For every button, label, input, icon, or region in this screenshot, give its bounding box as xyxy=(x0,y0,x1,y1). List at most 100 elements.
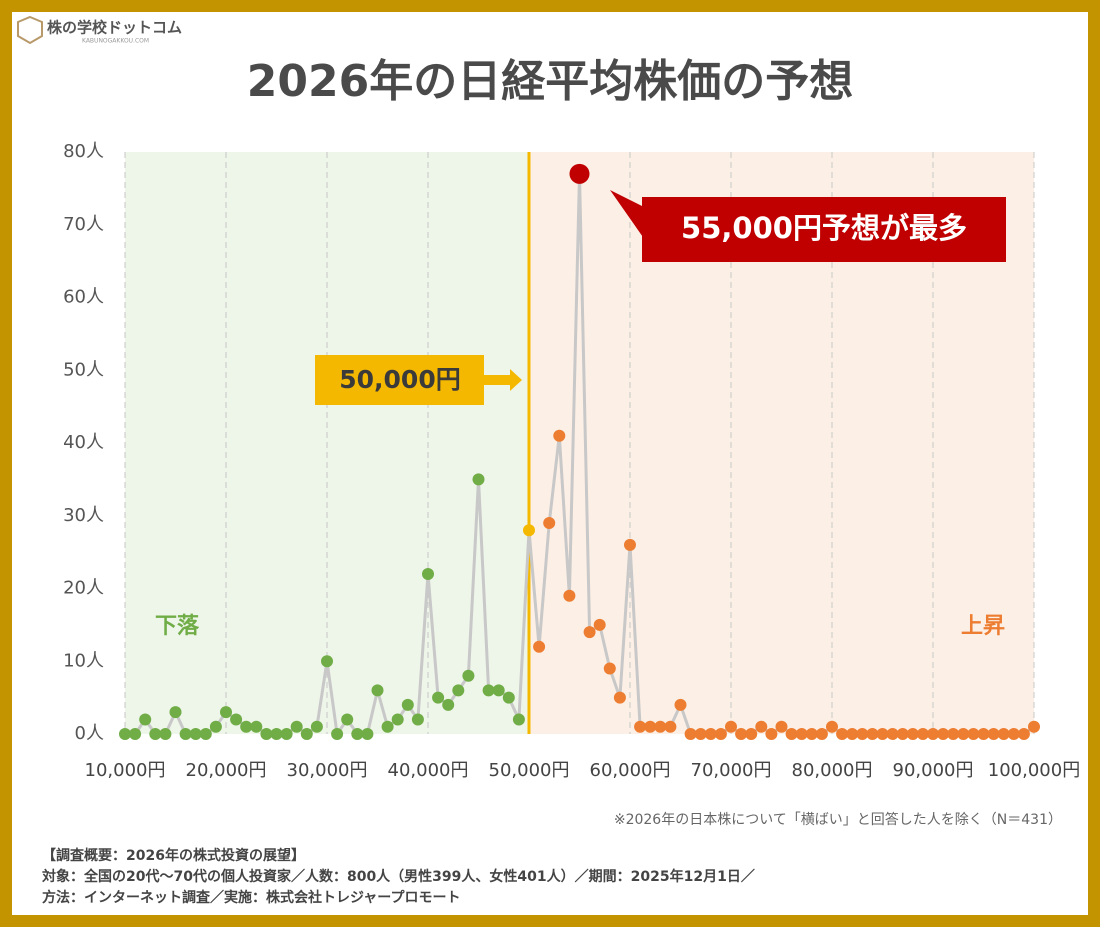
data-point xyxy=(987,728,1000,740)
data-point xyxy=(240,720,253,733)
data-point xyxy=(280,728,293,740)
callout-label: 55,000円予想が最多 xyxy=(681,211,967,245)
region-label: 上昇 xyxy=(961,614,1005,639)
data-point xyxy=(927,728,939,740)
data-point xyxy=(755,720,768,733)
data-point xyxy=(593,618,606,631)
y-tick-label: 40人 xyxy=(63,432,104,453)
y-tick-label: 0人 xyxy=(75,723,104,744)
data-point xyxy=(230,713,243,726)
data-point xyxy=(119,728,131,740)
x-tick-label: 70,000円 xyxy=(691,760,772,781)
data-point xyxy=(361,728,374,740)
data-point xyxy=(331,728,344,740)
data-point xyxy=(381,720,394,733)
data-point xyxy=(937,728,950,740)
data-point xyxy=(634,720,647,733)
callout-box xyxy=(642,197,1006,262)
data-point xyxy=(129,728,142,740)
y-tick-label: 20人 xyxy=(63,578,104,599)
data-point xyxy=(553,429,566,442)
x-tick-label: 50,000円 xyxy=(489,760,570,781)
data-point xyxy=(775,720,788,733)
data-point xyxy=(664,720,677,733)
data-point xyxy=(886,728,899,740)
data-point xyxy=(139,713,152,726)
data-point xyxy=(644,720,657,733)
data-point xyxy=(149,728,162,740)
data-point xyxy=(977,728,990,740)
reference-label: 50,000円 xyxy=(339,365,460,394)
logo-name: 株の学校ドットコム xyxy=(47,19,182,37)
data-point xyxy=(785,728,798,740)
logo-icon xyxy=(17,15,43,45)
data-point xyxy=(624,538,636,551)
data-point xyxy=(371,684,384,697)
data-point xyxy=(896,728,909,740)
survey-line: 方法：インターネット調査／実施：株式会社トレジャープロモート xyxy=(42,889,460,906)
data-point xyxy=(563,589,576,602)
data-point xyxy=(795,728,808,740)
data-point xyxy=(1017,728,1030,740)
data-point xyxy=(472,473,485,486)
x-tick-label: 90,000円 xyxy=(893,760,974,781)
data-point xyxy=(543,517,556,530)
data-point xyxy=(725,720,737,733)
data-point xyxy=(209,720,222,733)
chart-title: 2026年の日経平均株価の予想 xyxy=(247,56,853,107)
y-tick-label: 60人 xyxy=(63,287,104,308)
data-point xyxy=(199,728,212,740)
data-point xyxy=(169,706,182,719)
data-point xyxy=(250,720,263,733)
data-point xyxy=(684,728,697,740)
data-point xyxy=(694,728,707,740)
data-point xyxy=(603,662,616,675)
data-point xyxy=(1028,720,1040,733)
data-point xyxy=(432,691,445,704)
data-point xyxy=(916,728,929,740)
logo-url: KABUNOGAKKOU.COM xyxy=(82,38,149,45)
data-point xyxy=(442,698,455,711)
survey-line: 【調査概要：2026年の株式投資の展望】 xyxy=(42,847,305,864)
data-point xyxy=(569,163,590,184)
data-point xyxy=(452,684,465,697)
data-point xyxy=(512,713,525,726)
data-point xyxy=(300,728,313,740)
data-point xyxy=(846,728,859,740)
y-tick-label: 30人 xyxy=(63,505,104,526)
data-point xyxy=(523,524,535,537)
data-point xyxy=(815,728,828,740)
data-point xyxy=(533,640,546,653)
x-tick-label: 20,000円 xyxy=(186,760,267,781)
x-tick-label: 100,000円 xyxy=(988,760,1080,781)
data-point xyxy=(179,728,192,740)
y-tick-label: 50人 xyxy=(63,359,104,380)
y-tick-label: 70人 xyxy=(63,214,104,235)
reference-label-box xyxy=(315,355,484,405)
x-tick-label: 10,000円 xyxy=(85,760,166,781)
data-point xyxy=(1007,728,1020,740)
data-point xyxy=(270,728,283,740)
data-point xyxy=(906,728,919,740)
data-point xyxy=(159,728,172,740)
data-point xyxy=(674,698,687,711)
data-point xyxy=(957,728,970,740)
data-point xyxy=(856,728,869,740)
data-point xyxy=(321,655,333,668)
y-tick-label: 80人 xyxy=(63,141,104,162)
data-point xyxy=(735,728,748,740)
data-point xyxy=(310,720,323,733)
data-point xyxy=(391,713,404,726)
data-point xyxy=(947,728,960,740)
logo: 株の学校ドットコム KABUNOGAKKOU.COM xyxy=(17,15,182,45)
data-point xyxy=(876,728,889,740)
x-tick-label: 60,000円 xyxy=(590,760,671,781)
data-point xyxy=(805,728,818,740)
data-point xyxy=(189,728,202,740)
data-point xyxy=(866,728,879,740)
data-point xyxy=(422,567,434,580)
data-point xyxy=(492,684,505,697)
data-point xyxy=(462,669,475,682)
x-tick-label: 80,000円 xyxy=(792,760,873,781)
